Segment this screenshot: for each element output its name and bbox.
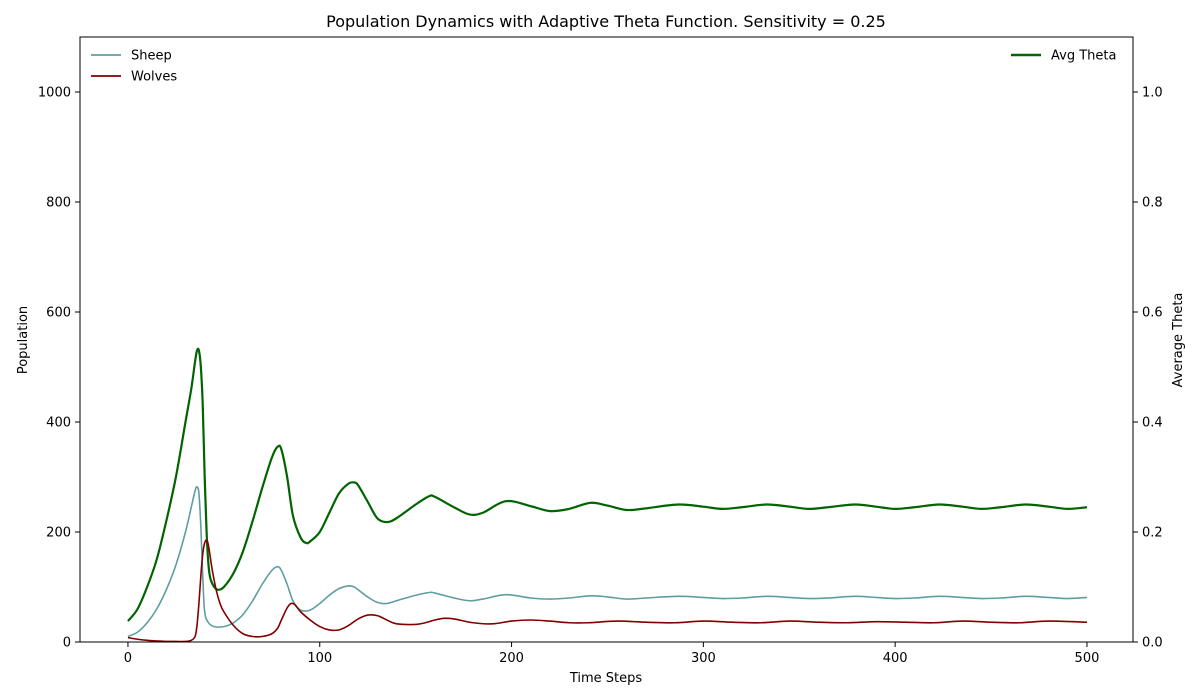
x-tick-label: 400 <box>883 651 908 666</box>
legend-label: Sheep <box>131 49 172 64</box>
x-tick-label: 100 <box>307 651 332 666</box>
y-tick-label: 600 <box>46 306 71 321</box>
y-tick-label: 400 <box>46 416 71 431</box>
y-axis-right: 0.0 0.2 0.4 0.6 0.8 1.0 <box>1133 86 1163 651</box>
y-tick-label: 0 <box>63 636 71 651</box>
y-tick-label: 200 <box>46 526 71 541</box>
y2-tick-label: 0.2 <box>1142 526 1163 541</box>
chart-title: Population Dynamics with Adaptive Theta … <box>326 12 886 31</box>
x-tick-label: 0 <box>124 651 132 666</box>
legend-right: Avg Theta <box>1011 49 1116 64</box>
y-tick-label: 1000 <box>38 86 71 101</box>
y2-tick-label: 0.6 <box>1142 306 1163 321</box>
series-line-avg-theta <box>127 347 1088 622</box>
y2-axis-label: Average Theta <box>1171 293 1186 388</box>
x-tick-label: 300 <box>691 651 716 666</box>
y-axis-label: Population <box>16 306 31 374</box>
y2-tick-label: 0.4 <box>1142 416 1163 431</box>
x-axis-label: Time Steps <box>569 671 643 686</box>
plot-lines <box>127 347 1088 643</box>
plot-frame <box>79 36 1134 643</box>
legend-label: Wolves <box>131 70 177 85</box>
series-line-sheep <box>127 486 1088 638</box>
series-line-wolves <box>127 539 1087 643</box>
y2-tick-label: 0.0 <box>1142 636 1163 651</box>
x-axis: 0 100 200 300 400 500 <box>124 642 1100 666</box>
y-tick-label: 800 <box>46 196 71 211</box>
y-axis-left: 0 200 400 600 800 1000 <box>38 86 80 651</box>
y2-tick-label: 1.0 <box>1142 86 1163 101</box>
x-tick-label: 200 <box>499 651 524 666</box>
y2-tick-label: 0.8 <box>1142 196 1163 211</box>
x-tick-label: 500 <box>1075 651 1100 666</box>
legend-left: Sheep Wolves <box>91 49 177 85</box>
legend-label: Avg Theta <box>1051 49 1116 64</box>
